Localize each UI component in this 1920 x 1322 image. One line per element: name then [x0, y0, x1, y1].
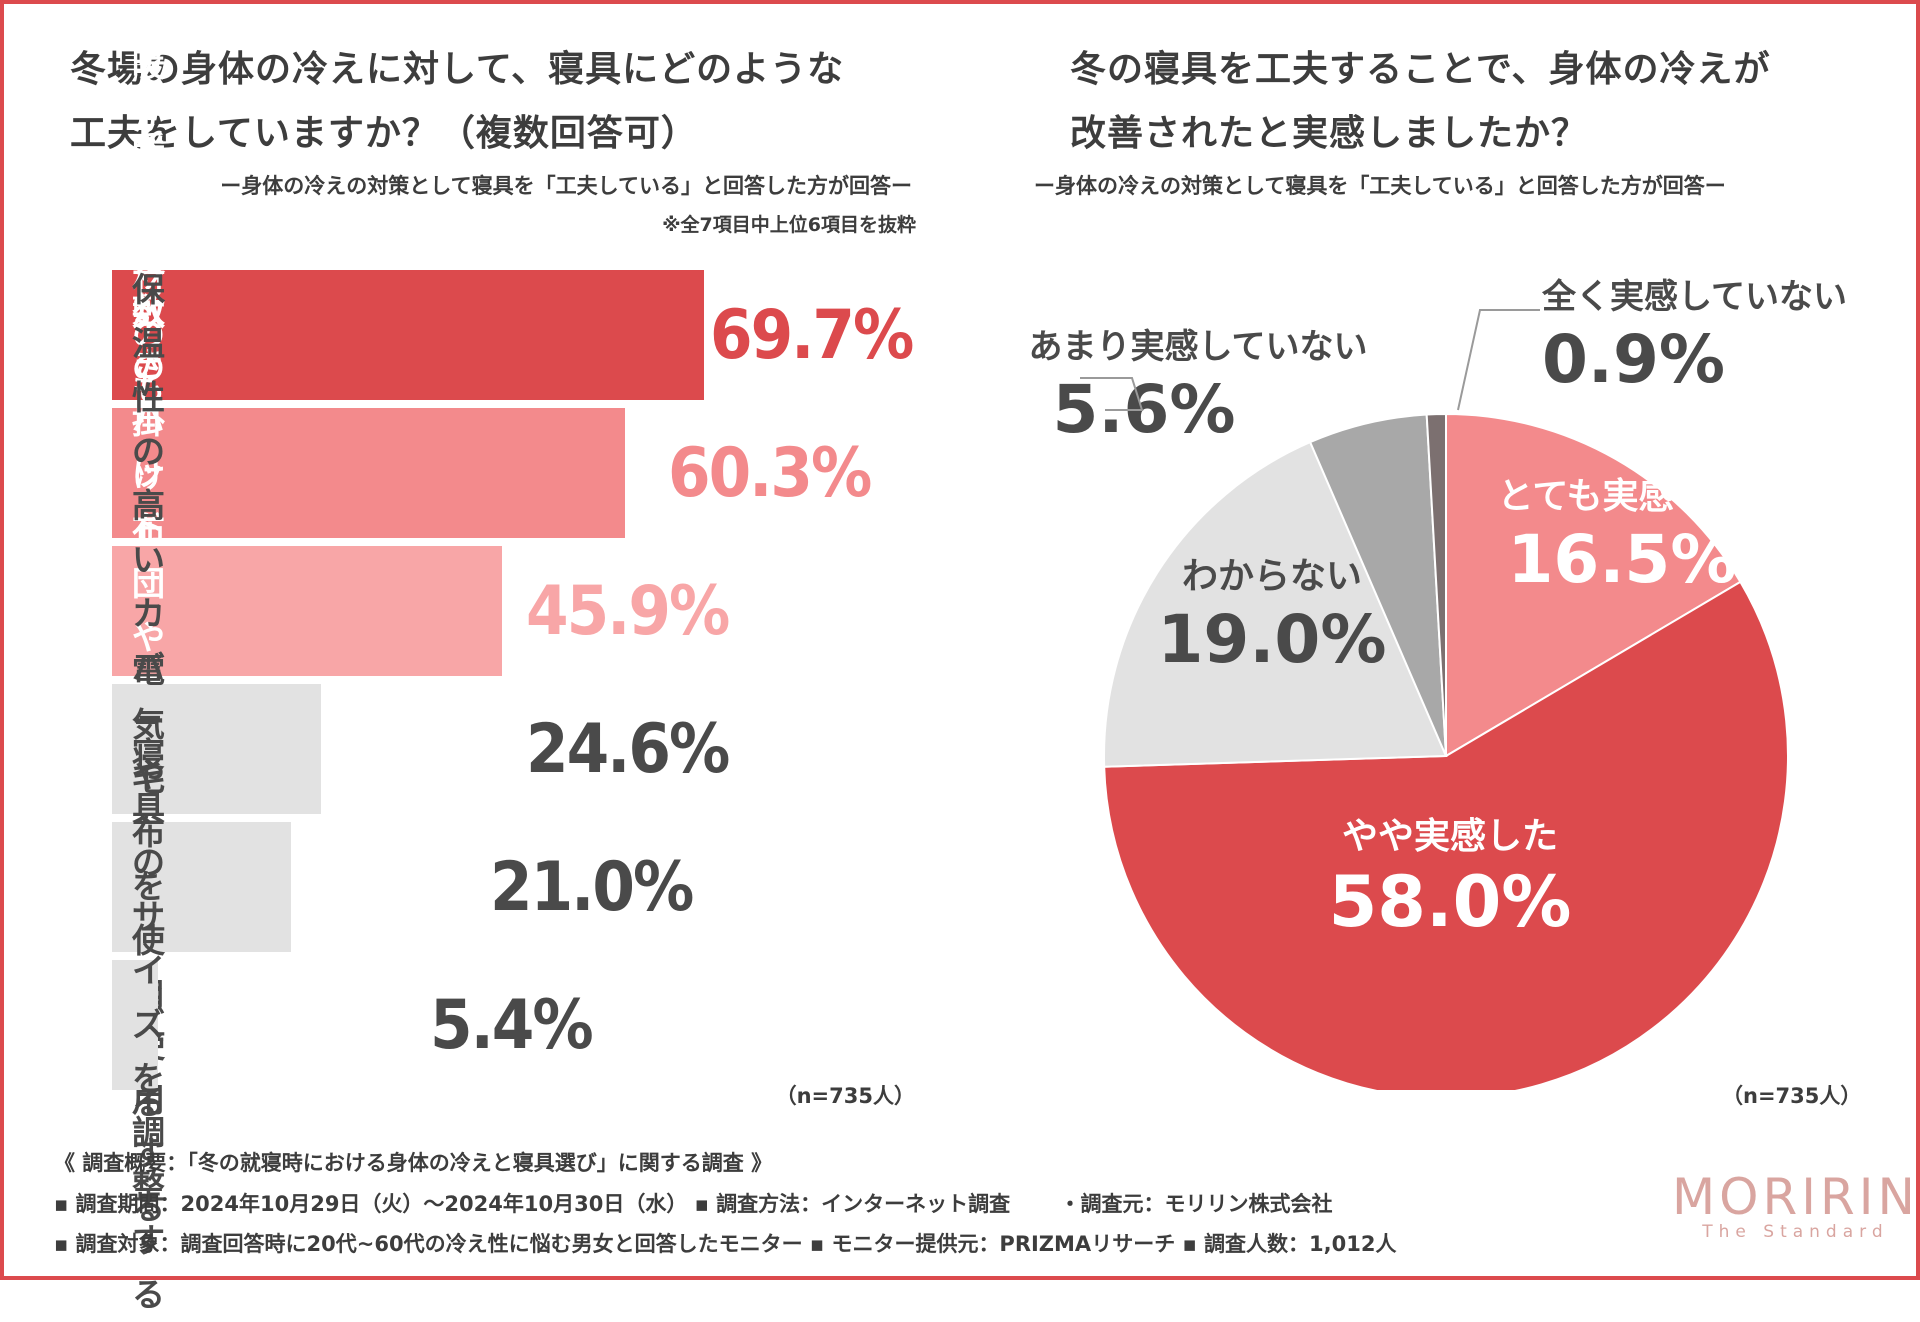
- right-title: 冬の寝具を工夫することで、身体の冷えが 改善されたと実感しましたか？: [1070, 38, 1770, 166]
- pie-value-label: 19.0%: [1158, 601, 1387, 678]
- bar-value-label: 24.6%: [526, 709, 730, 789]
- right-title-line2: 改善されたと実感しましたか？: [1070, 113, 1589, 154]
- bar-value-label: 21.0%: [490, 847, 694, 927]
- left-sample-size: （n=735人）: [775, 1084, 915, 1108]
- pie-slice: [1103, 580, 1789, 1090]
- bar-category-label: 寝具のサイズを 調整する: [132, 735, 165, 1314]
- bar-value-label: 5.4%: [430, 985, 594, 1065]
- right-sample-size: （n=735人）: [1722, 1084, 1862, 1108]
- pie-category-label: あまり実感していない: [1029, 327, 1368, 367]
- pie-value-label: 58.0%: [1329, 861, 1572, 943]
- pie-value-label: 16.5%: [1508, 521, 1737, 598]
- pie-category-label: とても実感した: [1497, 476, 1746, 517]
- survey-line1: ▪ 調査期間：2024年10月29日（火）～2024年10月30日（水） ▪ 調…: [54, 1192, 1333, 1216]
- left-title: 冬場の身体の冷えに対して、寝具にどのような 工夫をしていますか？（複数回答可）: [70, 38, 844, 166]
- brand-logo: MORIRIN The Standard: [1672, 1172, 1919, 1242]
- pie-value-label: 5.6%: [1052, 371, 1235, 448]
- bar: [112, 546, 503, 676]
- pie-value-label: 0.9%: [1542, 321, 1725, 398]
- bar: [112, 960, 158, 1090]
- bar-value-label: 69.7%: [710, 295, 914, 375]
- bar: [112, 684, 322, 814]
- bar: [112, 408, 625, 538]
- pie-category-label: 全く実感していない: [1541, 277, 1847, 317]
- pie-slice: [1103, 440, 1448, 768]
- pie-slice: [1425, 412, 1447, 757]
- left-subtitle: ー身体の冷えの対策として寝具を「工夫している」と回答した方が回答ー: [220, 174, 912, 198]
- pie-category-label: やや実感した: [1342, 816, 1558, 857]
- survey-heading: 《 調査概要：「冬の就寝時における身体の冷えと寝具選び」に関する調査 》: [54, 1151, 773, 1175]
- left-title-line2: 工夫をしていますか？（複数回答可）: [70, 113, 698, 154]
- bar-value-label: 45.9%: [526, 571, 730, 651]
- logo-tagline: The Standard: [1702, 1222, 1889, 1242]
- survey-line2: ▪ 調査対象：調査回答時に20代~60代の冷え性に悩む男女と回答したモニター ▪…: [54, 1232, 1397, 1256]
- right-title-line1: 冬の寝具を工夫することで、身体の冷えが: [1070, 49, 1771, 90]
- bar: [112, 270, 705, 400]
- left-note: ※全7項目中上位6項目を抜粋: [662, 214, 916, 236]
- left-title-line1: 冬場の身体の冷えに対して、寝具にどのような: [70, 49, 845, 90]
- pie-category-label: わからない: [1182, 556, 1362, 597]
- right-subtitle: ー身体の冷えの対策として寝具を「工夫している」と回答した方が回答ー: [1034, 174, 1726, 198]
- leader-line: [1080, 377, 1144, 411]
- pie-slice: [1445, 412, 1742, 758]
- bar: [112, 822, 291, 952]
- leader-line: [1457, 309, 1540, 411]
- bar-value-label: 60.3%: [668, 433, 872, 513]
- logo-wordmark: MORIRIN: [1672, 1168, 1919, 1226]
